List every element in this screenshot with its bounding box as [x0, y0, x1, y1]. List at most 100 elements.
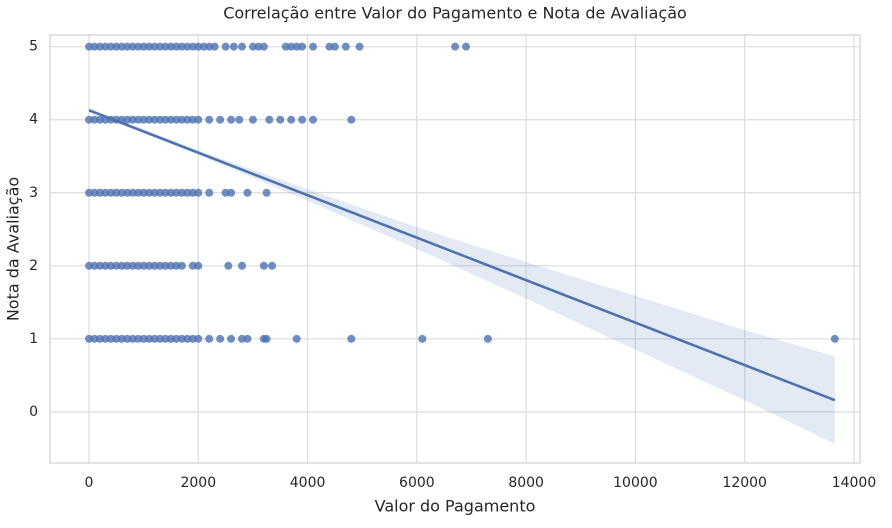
data-point [188, 334, 197, 343]
data-point [156, 42, 165, 51]
data-point [150, 261, 159, 270]
data-point [112, 334, 121, 343]
data-point [123, 334, 132, 343]
data-point [95, 334, 104, 343]
data-point [85, 115, 94, 124]
data-point [216, 115, 225, 124]
data-point [123, 115, 132, 124]
x-tick-label: 10000 [613, 475, 658, 491]
data-point [238, 261, 247, 270]
data-point [194, 115, 203, 124]
data-point [161, 334, 170, 343]
y-tick-label: 3 [29, 185, 38, 201]
data-point [134, 42, 143, 51]
data-point [95, 261, 104, 270]
data-point [188, 188, 197, 197]
data-point [830, 334, 839, 343]
data-point [128, 42, 137, 51]
data-point [172, 115, 181, 124]
y-tick-label: 2 [29, 258, 38, 274]
data-point [248, 42, 257, 51]
data-point [462, 42, 471, 51]
data-point [292, 334, 301, 343]
data-point [145, 261, 154, 270]
data-point [262, 188, 271, 197]
data-point [330, 42, 339, 51]
data-point [95, 42, 104, 51]
data-point [128, 261, 137, 270]
data-point [85, 42, 94, 51]
data-point [309, 42, 318, 51]
data-point [106, 334, 115, 343]
data-point [221, 42, 230, 51]
data-point [298, 42, 307, 51]
data-point [112, 188, 121, 197]
data-point [90, 42, 99, 51]
data-point [172, 334, 181, 343]
data-point [183, 42, 192, 51]
data-point [227, 188, 236, 197]
data-point [156, 334, 165, 343]
data-point [145, 42, 154, 51]
data-point [95, 115, 104, 124]
data-point [145, 334, 154, 343]
y-tick-label: 1 [29, 331, 38, 347]
data-point [199, 42, 208, 51]
data-point [451, 42, 460, 51]
data-point [112, 42, 121, 51]
data-point [85, 188, 94, 197]
data-point [235, 115, 244, 124]
data-point [128, 115, 137, 124]
x-tick-label: 8000 [508, 475, 544, 491]
data-point [347, 115, 356, 124]
data-point [156, 188, 165, 197]
x-tick-label: 12000 [722, 475, 767, 491]
data-point [355, 42, 364, 51]
x-axis-label: Valor do Pagamento [375, 497, 536, 516]
data-point [183, 115, 192, 124]
data-point [161, 115, 170, 124]
data-point [227, 334, 236, 343]
data-point [172, 42, 181, 51]
chart-title: Correlação entre Valor do Pagamento e No… [223, 4, 687, 23]
data-point [145, 188, 154, 197]
data-point [101, 261, 110, 270]
data-point [172, 188, 181, 197]
data-point [161, 42, 170, 51]
data-point [117, 334, 126, 343]
data-point [254, 42, 263, 51]
data-point [268, 261, 277, 270]
data-point [139, 42, 148, 51]
data-point [205, 334, 214, 343]
data-point [194, 188, 203, 197]
data-point [259, 42, 268, 51]
data-point [95, 188, 104, 197]
data-point [243, 334, 252, 343]
data-point [287, 115, 296, 124]
data-point [134, 261, 143, 270]
data-point [139, 188, 148, 197]
data-point [90, 188, 99, 197]
y-axis-label: Nota da Avaliação [4, 177, 23, 321]
data-point [188, 42, 197, 51]
data-point [145, 115, 154, 124]
data-point [172, 261, 181, 270]
data-point [112, 261, 121, 270]
data-point [262, 334, 271, 343]
data-point [287, 42, 296, 51]
data-point [150, 42, 159, 51]
data-point [194, 261, 203, 270]
data-point [128, 334, 137, 343]
data-point [139, 334, 148, 343]
data-point [194, 334, 203, 343]
data-point [177, 188, 186, 197]
y-tick-label: 0 [29, 404, 38, 420]
data-point [123, 188, 132, 197]
data-point [194, 42, 203, 51]
data-point [166, 42, 175, 51]
data-point [150, 115, 159, 124]
data-point [90, 115, 99, 124]
data-point [134, 334, 143, 343]
data-point [205, 42, 214, 51]
